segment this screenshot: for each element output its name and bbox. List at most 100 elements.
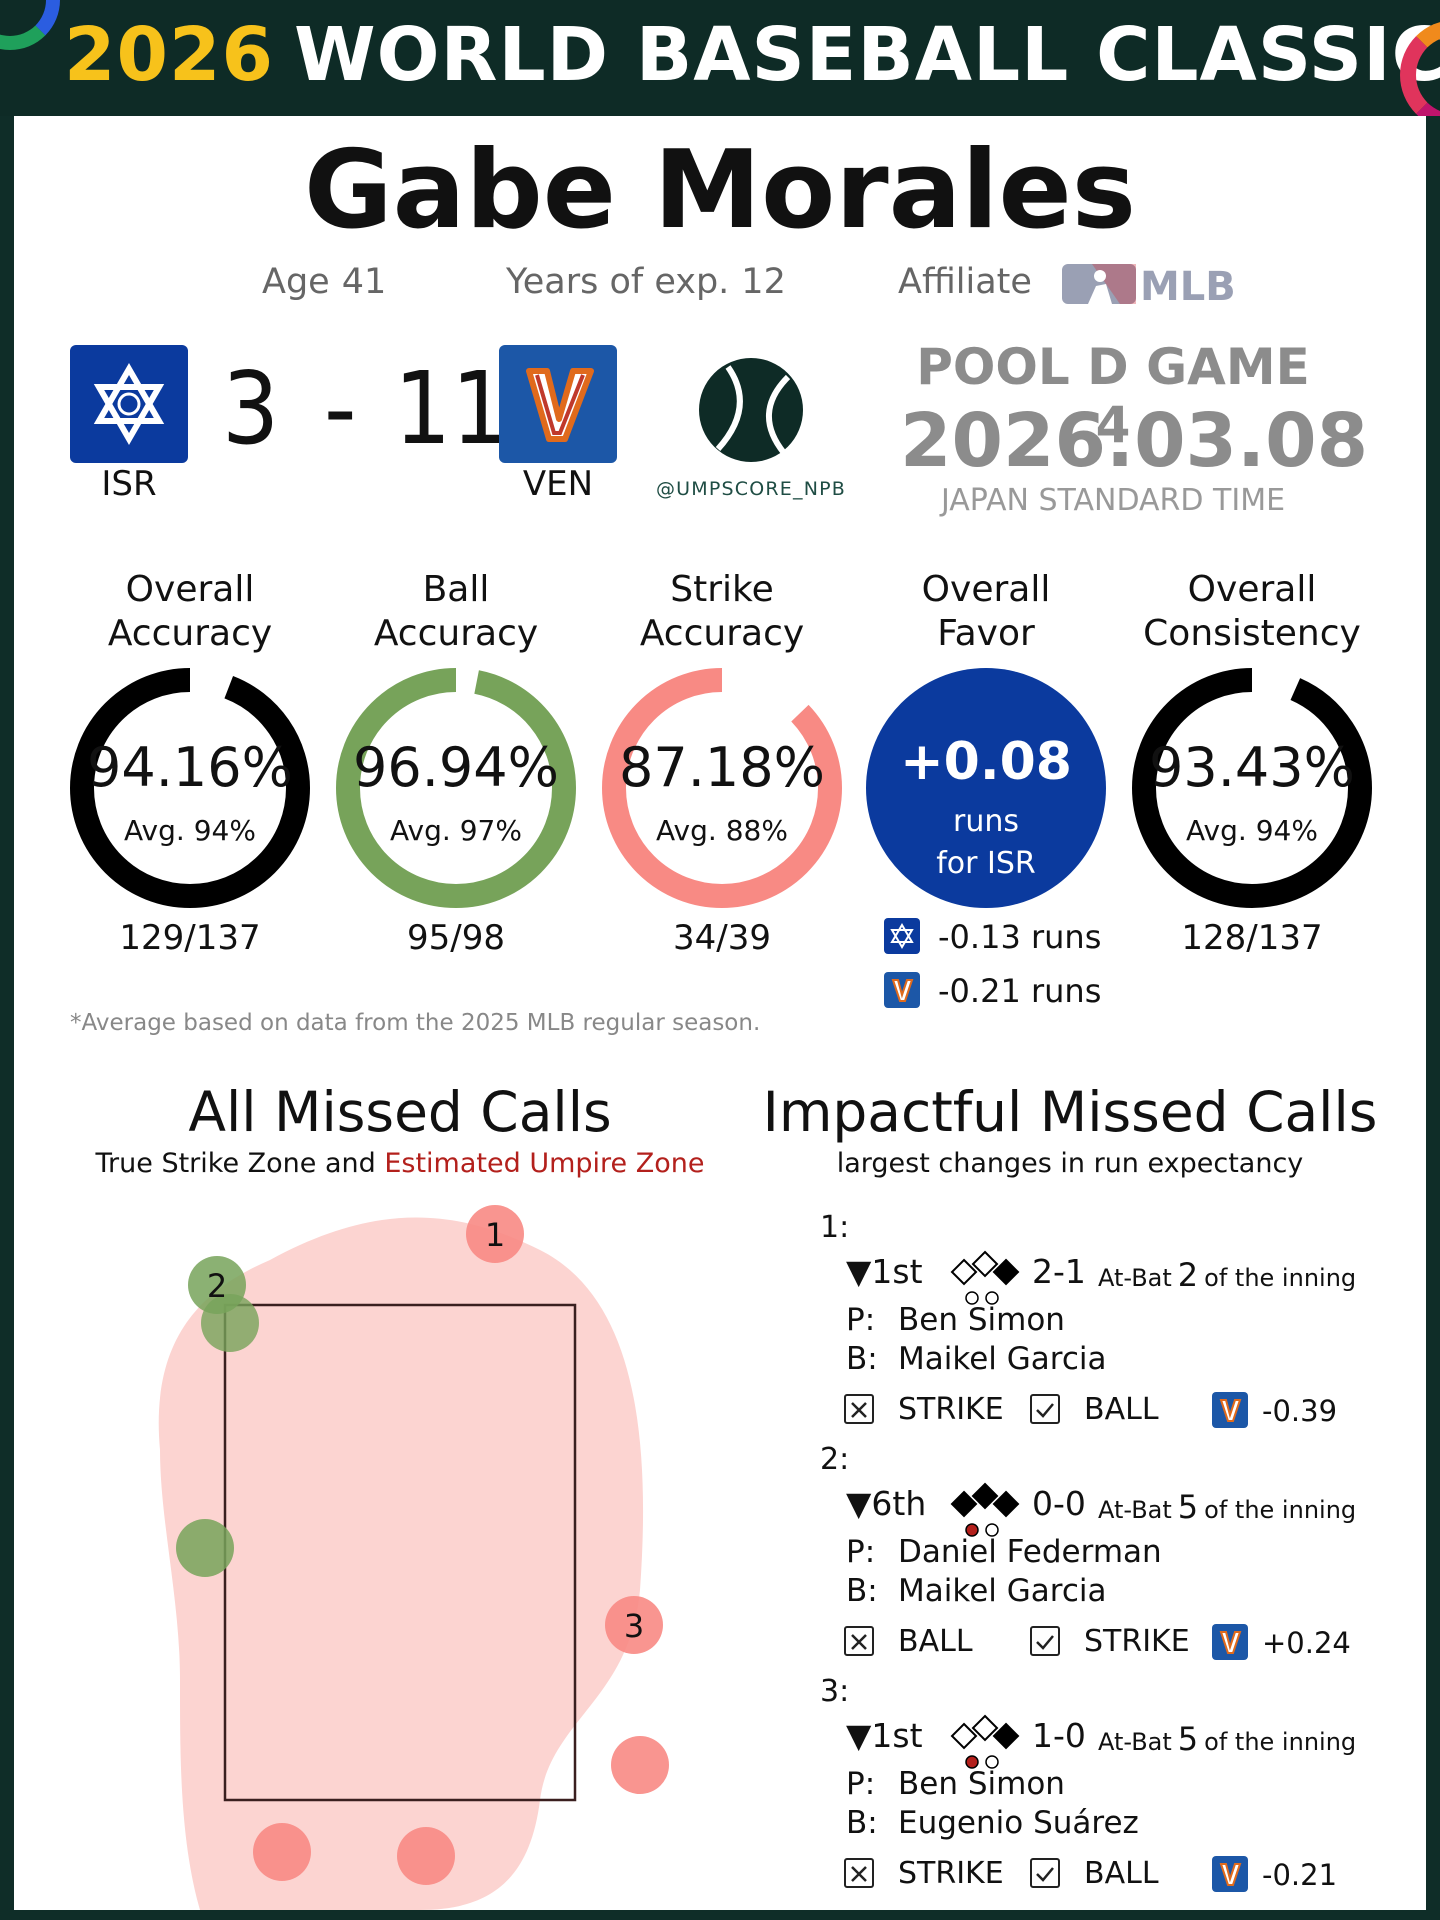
run-value-delta: +0.24	[1262, 1626, 1351, 1660]
missed-strike-dot	[611, 1736, 669, 1794]
event-title: 2026 WORLD BASEBALL CLASSIC	[64, 12, 1440, 98]
call-inning: ▼1st	[846, 1252, 923, 1291]
away-favor-runs: -0.21 runs	[884, 972, 1101, 1011]
ball-accuracy-count: 95/98	[407, 918, 505, 958]
base-runners-icon	[950, 1482, 1020, 1537]
pitcher: P: Daniel Federman	[846, 1534, 1162, 1570]
called-label: STRIKE	[898, 1392, 1004, 1427]
mlb-logo-icon: MLB	[1062, 264, 1236, 306]
umpire-name: Gabe Morales	[303, 128, 1137, 253]
correct-call-check-icon	[1030, 1394, 1060, 1424]
ven-mini-flag-icon	[1212, 1392, 1248, 1428]
game-date: 2026.03.08	[900, 398, 1369, 484]
pool-game-label: POOL D GAME 4	[916, 338, 1310, 454]
missed-strike-dot	[397, 1827, 455, 1885]
event-year: 2026	[64, 12, 274, 98]
called-label: BALL	[898, 1624, 973, 1659]
metric-title-strike-accuracy: Strike Accuracy	[639, 569, 805, 654]
score-dash: -	[324, 350, 357, 467]
estimated-umpire-zone	[158, 1217, 644, 1910]
called-label: STRIKE	[898, 1856, 1004, 1891]
call-number: 3:	[820, 1674, 850, 1709]
wrong-call-x-icon	[844, 1858, 874, 1888]
base-runners-icon	[950, 1714, 1020, 1769]
svg-text:MLB: MLB	[1140, 264, 1236, 306]
ball-accuracy-value: 96.94%	[353, 736, 559, 799]
home-score: 3	[222, 350, 280, 467]
overall-favor-circle: +0.08 runs for ISR	[866, 668, 1106, 908]
experience-info: Years of exp. 12	[506, 262, 786, 302]
age-info: Age 41	[262, 262, 387, 302]
call-result-row: BALL STRIKE +0.24	[844, 1624, 1364, 1660]
ven-mini-flag-icon	[1212, 1624, 1248, 1660]
overall-consistency-avg: Avg. 94%	[1186, 814, 1318, 847]
call-inning: ▼1st	[846, 1716, 923, 1755]
favor-value: +0.08	[900, 732, 1072, 792]
correct-call-check-icon	[1030, 1626, 1060, 1656]
run-value-delta: -0.39	[1262, 1394, 1338, 1428]
missed-call-label-1: 1	[485, 1216, 505, 1254]
overall-consistency-value: 93.43%	[1149, 736, 1355, 799]
overall-accuracy-count: 129/137	[119, 918, 261, 958]
run-value-delta: -0.21	[1262, 1858, 1338, 1892]
ball-accuracy-avg: Avg. 97%	[390, 814, 522, 847]
ven-mini-flag-icon	[884, 972, 920, 1008]
ball-accuracy-ring: 96.94% Avg. 97%	[334, 666, 578, 910]
missed-strike-dot	[253, 1823, 311, 1881]
correct-call-check-icon	[1030, 1858, 1060, 1888]
event-name: WORLD BASEBALL CLASSIC	[293, 12, 1440, 98]
missed-call-label-3: 3	[624, 1607, 644, 1645]
at-bat-info: At-Bat 5 of the inning	[1098, 1720, 1357, 1758]
missed-ball-dot-2	[188, 1256, 246, 1314]
header-banner: 2026 WORLD BASEBALL CLASSIC	[0, 0, 1440, 116]
away-team-code: VEN	[522, 464, 594, 504]
metric-title-overall-consistency: Overall Consistency	[1143, 569, 1361, 654]
base-runners-icon	[950, 1250, 1020, 1305]
at-bat-info: At-Bat 5 of the inning	[1098, 1488, 1357, 1526]
missed-call-label-2: 2	[207, 1267, 227, 1305]
metric-title-ball-accuracy: Ball Accuracy	[373, 569, 539, 654]
pitch-count: 1-0	[1032, 1716, 1086, 1755]
impactful-missed-calls-subtitle: largest changes in run expectancy	[836, 1148, 1304, 1179]
batter: B: Eugenio Suárez	[846, 1805, 1139, 1841]
overall-consistency-count: 128/137	[1181, 918, 1323, 958]
call-number: 2:	[820, 1442, 850, 1477]
footnote: *Average based on data from the 2025 MLB…	[70, 1010, 761, 1036]
at-bat-info: At-Bat 2 of the inning	[1098, 1256, 1357, 1294]
umpscore-ball-logo-icon	[699, 358, 803, 462]
isr-flag-icon	[70, 345, 188, 463]
call-number: 1:	[820, 1210, 850, 1245]
timezone-label: JAPAN STANDARD TIME	[940, 483, 1286, 518]
missed-ball-dot	[176, 1519, 234, 1577]
ven-flag-icon	[499, 345, 617, 463]
overall-accuracy-avg: Avg. 94%	[124, 814, 256, 847]
all-missed-calls-subtitle: True Strike Zone and Estimated Umpire Zo…	[95, 1148, 705, 1179]
pitch-count: 2-1	[1032, 1252, 1086, 1291]
metric-title-overall-favor: Overall Favor	[921, 569, 1051, 654]
should-be-label: BALL	[1084, 1392, 1159, 1427]
call-result-row: STRIKE BALL -0.39	[844, 1392, 1364, 1428]
pitch-count: 0-0	[1032, 1484, 1086, 1523]
pitcher: P: Ben Simon	[846, 1302, 1065, 1338]
missed-strike-dot-3	[605, 1596, 663, 1654]
all-missed-calls-title: All Missed Calls	[188, 1080, 612, 1144]
call-inning: ▼6th	[846, 1484, 927, 1523]
strike-accuracy-count: 34/39	[673, 918, 771, 958]
strike-accuracy-value: 87.18%	[619, 736, 825, 799]
away-score: 11	[394, 350, 509, 467]
favor-unit: runs	[953, 804, 1019, 839]
call-result-row: STRIKE BALL -0.21	[844, 1856, 1364, 1892]
impactful-missed-calls-title: Impactful Missed Calls	[762, 1080, 1378, 1144]
ven-mini-flag-icon	[1212, 1856, 1248, 1892]
home-team-code: ISR	[101, 464, 157, 504]
social-handle: @UMPSCORE_NPB	[655, 478, 847, 500]
rainbow-arc-left-decoration	[0, 0, 60, 50]
overall-consistency-ring: 93.43% Avg. 94%	[1130, 666, 1374, 910]
should-be-label: BALL	[1084, 1856, 1159, 1891]
isr-mini-flag-icon	[884, 918, 920, 954]
metric-title-overall-accuracy: Overall Accuracy	[107, 569, 273, 654]
should-be-label: STRIKE	[1084, 1624, 1190, 1659]
wrong-call-x-icon	[844, 1394, 874, 1424]
missed-strike-dot-1	[466, 1205, 524, 1263]
strike-accuracy-ring: 87.18% Avg. 88%	[600, 666, 844, 910]
